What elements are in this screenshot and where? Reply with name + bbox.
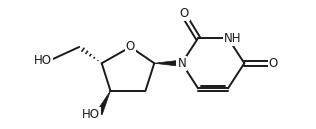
Text: N: N: [177, 57, 186, 70]
Text: O: O: [269, 57, 278, 70]
Text: O: O: [126, 41, 135, 54]
Text: NH: NH: [224, 32, 241, 45]
Text: O: O: [180, 7, 189, 20]
Polygon shape: [96, 91, 111, 115]
Text: HO: HO: [34, 54, 52, 67]
Text: HO: HO: [82, 108, 100, 121]
Polygon shape: [154, 60, 182, 67]
